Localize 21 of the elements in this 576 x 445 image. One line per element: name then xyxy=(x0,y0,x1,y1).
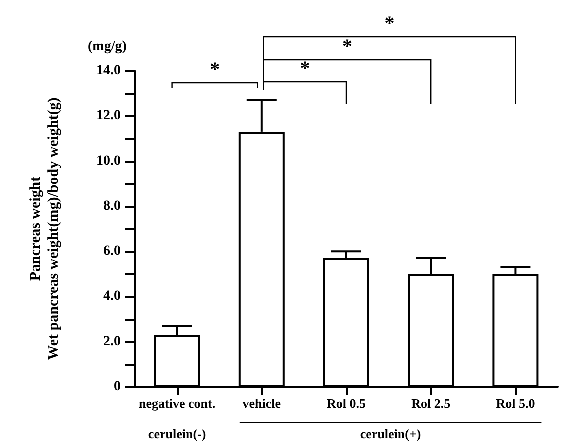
text: cerulein(+) xyxy=(360,426,422,442)
y-tick-label: 14.0 xyxy=(96,64,121,78)
y-tick-label: 2.0 xyxy=(104,334,121,350)
x-tick-label: Rol 5.0 xyxy=(496,396,536,411)
x-tick-label: Rol 0.5 xyxy=(327,396,366,411)
y-tick-label: 8.0 xyxy=(104,198,121,214)
y-tick-label: 12.0 xyxy=(96,108,121,124)
y-tick-label: 4.0 xyxy=(104,289,121,304)
x-tick-label: negative cont. xyxy=(139,396,216,411)
text: (mg/g) xyxy=(88,40,128,54)
y-tick-label: 10.0 xyxy=(96,154,121,169)
y-axis-title: Pancreas weight Wet pancreas weight(mg)/body weight(g) xyxy=(28,98,62,360)
annotation: * xyxy=(210,59,220,81)
x-tick-label: Rol 2.5 xyxy=(412,396,452,411)
text: cerulein(-) xyxy=(148,426,206,442)
text: * xyxy=(384,13,395,35)
annotation: * xyxy=(300,58,310,80)
x-tick-label: vehicle xyxy=(242,396,282,411)
y-tick-label: 0 xyxy=(114,380,121,394)
y-tick-label: 6.0 xyxy=(104,244,121,260)
text: * xyxy=(342,36,352,58)
